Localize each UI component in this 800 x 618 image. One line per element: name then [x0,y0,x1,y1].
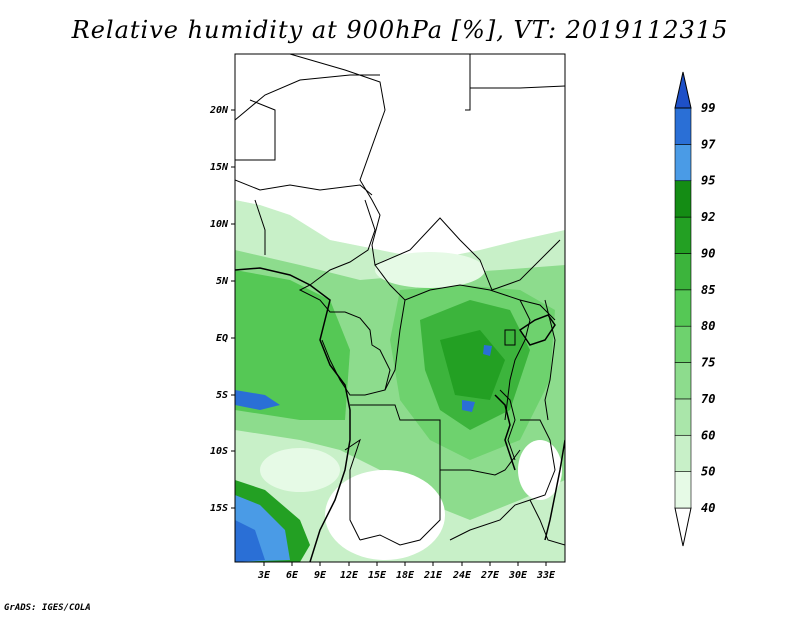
x-tick-label: 3E [257,570,271,581]
colorbar-segment [674,325,692,363]
map-border [234,53,566,563]
colorbar: 40 50 60 70 75 80 85 90 92 95 97 99 [674,71,716,547]
colorbar-segment [674,362,692,400]
y-axis-labels: 20N 15N 10N 5N EQ 5S 10S 15S [209,105,229,514]
x-tick-label: 27E [480,570,500,581]
y-tick-label: 15S [210,503,228,514]
y-tick-label: 10N [210,219,229,230]
colorbar-segment [674,216,692,254]
x-tick-label: 24E [452,570,472,581]
colorbar-label: 60 [701,428,715,442]
colorbar-lower-triangle [674,507,692,547]
colorbar-segment [674,144,692,182]
chart-title: Relative humidity at 900hPa [%], VT: 201… [71,16,729,44]
coastline [235,267,565,562]
x-axis-labels: 3E 6E 9E 12E 15E 18E 21E 24E 27E 30E 33E [257,570,556,581]
x-tick-label: 9E [314,570,327,581]
y-tick-label: 15N [210,162,229,173]
colorbar-label: 85 [701,283,715,297]
x-tick-label: 21E [423,570,443,581]
x-tick-marks [263,562,547,566]
colorbar-segment [674,434,692,472]
colorbar-label: 95 [701,174,715,188]
colorbar-label: 97 [701,137,716,151]
y-tick-marks [231,109,235,509]
credit-text: GrADS: IGES/COLA [4,603,91,613]
colorbar-label: 99 [701,101,715,115]
colorbar-segment [674,107,692,145]
colorbar-segment [674,398,692,436]
colorbar-segment [674,471,692,509]
colorbar-segment [674,180,692,218]
y-tick-label: 5S [216,390,228,401]
colorbar-label: 50 [701,465,715,479]
x-tick-label: 33E [536,570,556,581]
colorbar-label: 70 [701,392,715,406]
x-tick-label: 18E [396,570,415,581]
colorbar-label: 75 [701,356,715,370]
colorbar-label: 40 [701,501,715,515]
y-tick-label: 5N [216,276,229,287]
x-tick-label: 30E [508,570,528,581]
y-tick-label: EQ [216,333,228,344]
colorbar-upper-triangle [674,71,692,109]
colorbar-segment [674,253,692,291]
country-borders [235,54,565,546]
colorbar-segment [674,289,692,327]
humidity-field [235,54,565,562]
y-tick-label: 10S [210,446,228,457]
colorbar-label: 92 [701,210,715,224]
colorbar-label: 90 [701,246,715,260]
colorbar-label: 80 [701,319,715,333]
x-tick-label: 12E [340,570,359,581]
x-tick-label: 15E [368,570,387,581]
y-tick-label: 20N [209,105,229,116]
x-tick-label: 6E [286,570,299,581]
